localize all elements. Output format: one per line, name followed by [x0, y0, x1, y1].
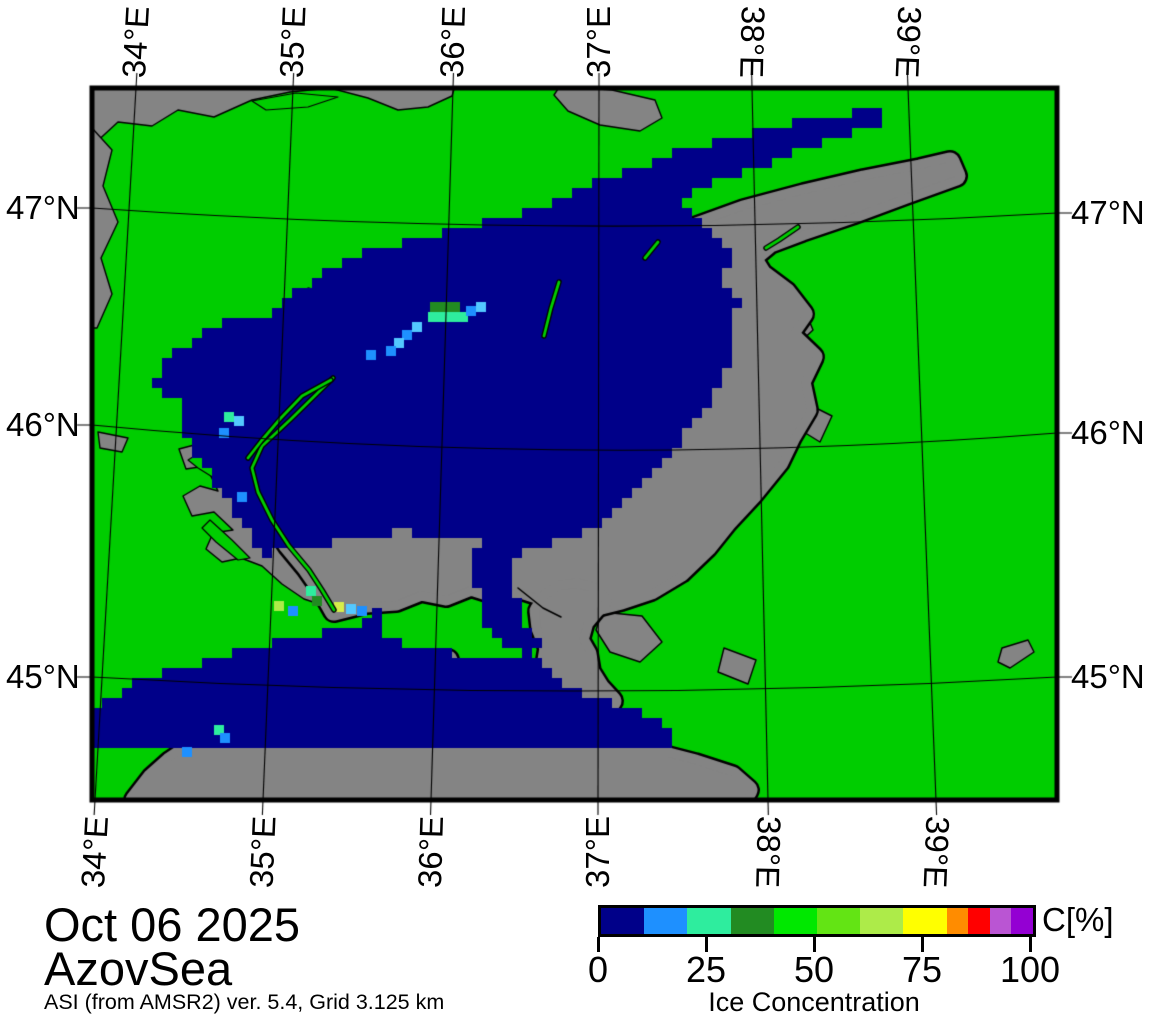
lat-label-left-46°N: 46°N	[6, 406, 80, 443]
lat-label-left-47°N: 47°N	[6, 189, 80, 226]
lon-label-top-36°E: 36°E	[432, 5, 473, 79]
colorbar-unit-label: C[%]	[1042, 901, 1114, 938]
colorbar-tick-75	[921, 937, 924, 952]
lon-label-bottom-34°E: 34°E	[73, 815, 116, 889]
colorbar-segment-2	[687, 908, 731, 934]
colorbar-value-75: 75	[901, 949, 943, 990]
lat-label-right-45°N: 45°N	[1071, 658, 1145, 695]
colorbar-caption: Ice Concentration	[708, 987, 920, 1017]
map-source-info: ASI (from AMSR2) ver. 5.4, Grid 3.125 km	[44, 990, 445, 1014]
lon-label-bottom-37°E: 37°E	[579, 816, 616, 888]
colorbar-segment-7	[903, 908, 947, 934]
ice-concentration-colorbar	[598, 905, 1036, 937]
colorbar-segment-3	[730, 908, 774, 934]
lon-label-top-39°E: 39°E	[888, 5, 929, 79]
colorbar-value-0: 0	[587, 949, 609, 990]
lon-label-top-38°E: 38°E	[733, 5, 772, 79]
lat-label-left-45°N: 45°N	[6, 658, 80, 695]
colorbar-segment-1	[644, 908, 688, 934]
colorbar-segment-6	[860, 908, 904, 934]
colorbar-segment-5	[816, 908, 861, 934]
colorbar-value-50: 50	[793, 949, 835, 990]
colorbar-segment-8	[946, 908, 969, 934]
colorbar-segment-9	[968, 908, 990, 934]
lon-label-bottom-36°E: 36°E	[410, 815, 451, 889]
lon-label-top-34°E: 34°E	[114, 5, 157, 79]
map-date: Oct 06 2025	[44, 898, 301, 951]
colorbar-segment-0	[601, 908, 645, 934]
lon-label-bottom-39°E: 39°E	[916, 815, 957, 889]
lat-label-right-47°N: 47°N	[1071, 194, 1145, 231]
lon-label-top-35°E: 35°E	[272, 5, 313, 79]
colorbar-tick-50	[813, 937, 816, 952]
lat-label-right-46°N: 46°N	[1071, 414, 1145, 451]
colorbar-segment-4	[773, 908, 817, 934]
colorbar-segment-10	[989, 908, 1012, 934]
lon-label-bottom-35°E: 35°E	[242, 815, 283, 889]
azov-sea-ice-map	[70, 56, 1082, 826]
colorbar-tick-25	[705, 937, 708, 952]
colorbar-tick-100	[1029, 937, 1032, 952]
colorbar-value-25: 25	[685, 949, 727, 990]
lon-label-bottom-38°E: 38°E	[749, 815, 788, 889]
colorbar-value-100: 100	[999, 949, 1061, 990]
colorbar-tick-0	[597, 937, 600, 952]
map-region-title: AzovSea	[44, 942, 233, 995]
lon-label-top-37°E: 37°E	[580, 6, 617, 78]
colorbar-segment-11	[1011, 908, 1033, 934]
